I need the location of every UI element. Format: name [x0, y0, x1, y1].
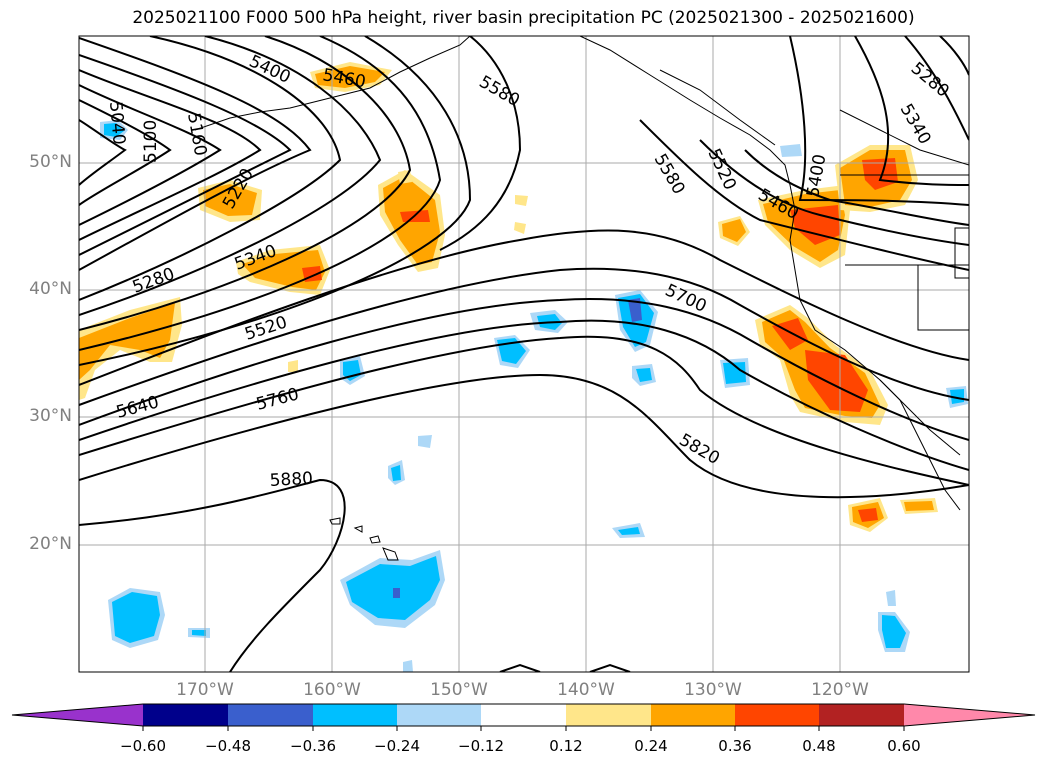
map-frame	[78, 35, 970, 673]
colorbar-segment	[566, 704, 651, 726]
colorbar-tick-label: 0.24	[634, 737, 668, 755]
lon-label: 150°W	[430, 680, 488, 700]
height-contours	[79, 36, 969, 672]
colorbar-tick-label: 0.60	[887, 737, 921, 755]
contour-label: 5820	[676, 430, 723, 469]
lat-label: 50°N	[29, 152, 72, 172]
contour-label: 5100	[141, 120, 161, 163]
colorbar-tick-label: −0.36	[290, 737, 336, 755]
contour-label: 5580	[476, 72, 523, 111]
lon-label: 130°W	[684, 680, 742, 700]
colorbar-extend-low	[12, 704, 143, 726]
lon-label: 120°W	[811, 680, 869, 700]
contour-label: 5040	[105, 101, 129, 146]
colorbar-tick-label: −0.12	[458, 737, 504, 755]
colorbar-tick-label: −0.48	[205, 737, 251, 755]
colorbar-segment	[143, 704, 228, 726]
colorbar-segment	[313, 704, 397, 726]
lon-label: 140°W	[557, 680, 615, 700]
lat-label: 20°N	[29, 534, 72, 554]
coastlines	[194, 36, 969, 561]
lon-label: 160°W	[303, 680, 361, 700]
lat-label: 30°N	[29, 406, 72, 426]
colorbar-tick-label: 0.12	[549, 737, 583, 755]
colorbar-tick-label: 0.48	[802, 737, 836, 755]
colorbar-segment	[819, 704, 904, 726]
colorbar-segment	[481, 704, 566, 726]
colorbar-segment	[228, 704, 313, 726]
colorbar-tick-label: −0.60	[120, 737, 166, 755]
contour-label: 5400	[246, 51, 294, 87]
contour-label: 5640	[114, 392, 161, 423]
contour-label: 5580	[650, 151, 689, 198]
colorbar-tick-label: 0.36	[718, 737, 752, 755]
colorbar-extend-high	[904, 704, 1035, 726]
colorbar	[11, 703, 1036, 731]
lat-label: 40°N	[29, 279, 72, 299]
colorbar-segment	[735, 704, 819, 726]
contour-label: 5760	[254, 384, 301, 415]
colorbar-segment	[397, 704, 481, 726]
colorbar-segment	[651, 704, 735, 726]
lon-label: 170°W	[176, 680, 234, 700]
precip-positive-shading	[79, 62, 938, 532]
precip-negative-shading	[100, 120, 968, 672]
colorbar-tick-label: −0.24	[374, 737, 420, 755]
map-title: 2025021100 F000 500 hPa height, river ba…	[132, 8, 915, 28]
contour-label: 5880	[269, 469, 313, 491]
